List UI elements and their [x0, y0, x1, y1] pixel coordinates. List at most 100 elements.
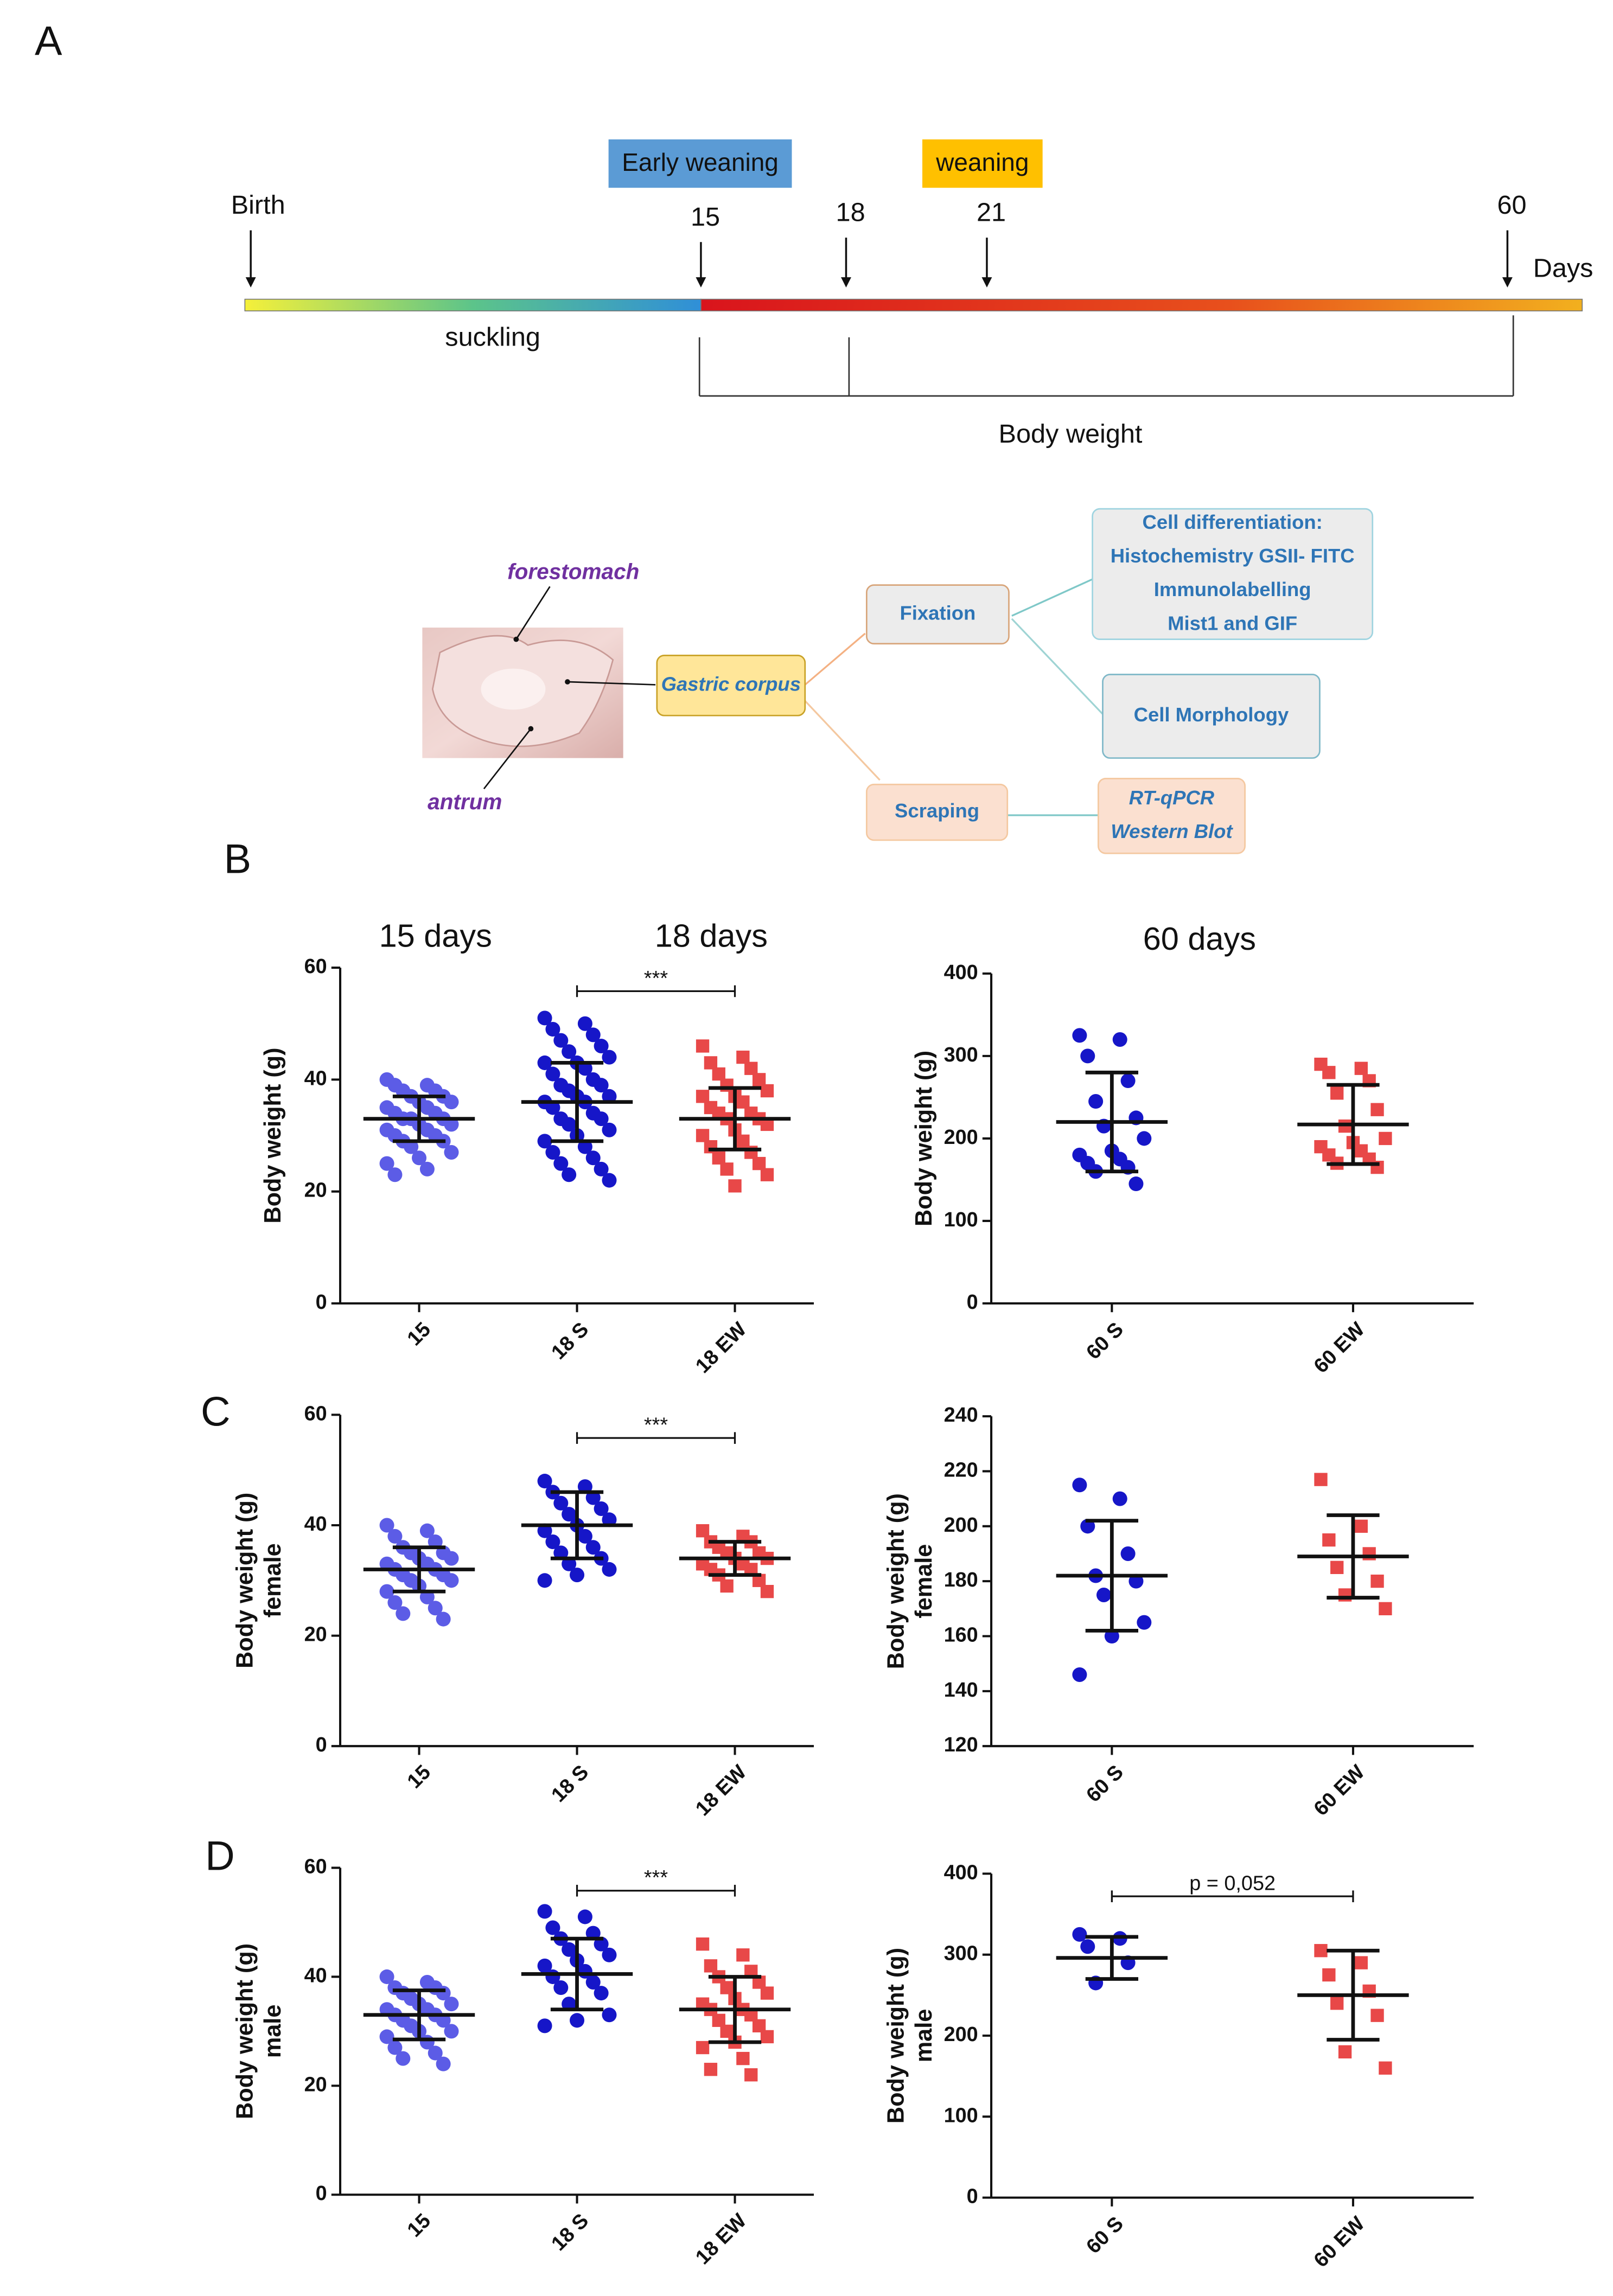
data-point [537, 1055, 552, 1070]
data-point [1112, 1491, 1127, 1506]
data-point [1379, 2061, 1392, 2075]
y-tick-label: 0 [316, 1291, 327, 1314]
y-tick-label: 0 [316, 1734, 327, 1756]
timeline-phase: suckling [445, 322, 540, 351]
data-point [404, 1139, 419, 1154]
y-tick-label: 240 [944, 1404, 978, 1427]
x-tick-label: 15 [403, 1761, 435, 1793]
data-point [1322, 1968, 1336, 1982]
x-tick-label: 60 S [1082, 2212, 1128, 2259]
x-tick-label: 15 [403, 2209, 435, 2241]
data-point [444, 1551, 459, 1566]
data-point [396, 2051, 411, 2066]
timeline-event: 18 [836, 198, 865, 227]
data-point [752, 1156, 766, 1171]
diagram-node-label: Fixation [900, 602, 976, 624]
timeline-event: 60 [1497, 190, 1526, 220]
y-tick-label: 0 [316, 2182, 327, 2205]
diagram-node [1092, 508, 1374, 641]
data-point [436, 1611, 451, 1627]
data-point [1072, 1667, 1087, 1682]
data-point [736, 2051, 750, 2065]
diagram-node [1097, 778, 1246, 854]
diagram-node [1102, 674, 1321, 759]
significance-label: p = 0,052 [1189, 1872, 1276, 1895]
data-point [1338, 2045, 1352, 2059]
data-point [1072, 1478, 1087, 1493]
data-point [585, 1540, 601, 1555]
data-point [1370, 2009, 1384, 2022]
data-point [704, 1056, 718, 1070]
data-point [712, 1151, 725, 1165]
timeline-arrow-head [841, 277, 851, 287]
y-tick-label: 20 [304, 2073, 327, 2096]
data-point [436, 2056, 451, 2071]
y-tick-label: 120 [944, 1734, 978, 1756]
y-tick-label: 100 [944, 1208, 978, 1231]
data-point [1096, 1587, 1111, 1603]
y-tick-label: 100 [944, 2104, 978, 2127]
connector [1011, 578, 1093, 617]
data-point [553, 1156, 569, 1171]
x-tick-label: 60 EW [1310, 2212, 1369, 2272]
y-tick-label: 300 [944, 1044, 978, 1066]
diagram-node-label: Scraping [895, 800, 979, 822]
y-axis-label: female [260, 1543, 286, 1617]
stomach-photo [422, 628, 623, 758]
y-tick-label: 0 [967, 1291, 978, 1314]
data-point [444, 2024, 459, 2039]
data-point [696, 2041, 710, 2055]
data-point [387, 2040, 403, 2055]
stomach-highlight [481, 668, 546, 710]
data-point [545, 1534, 560, 1550]
data-point [562, 1507, 577, 1522]
weaning-bar [700, 298, 1583, 312]
y-tick-label: 20 [304, 1179, 327, 1202]
timeline-event: 15 [691, 202, 720, 232]
x-tick-label: 18 EW [691, 1761, 751, 1820]
data-point [736, 1134, 750, 1148]
y-tick-label: 200 [944, 1126, 978, 1149]
data-point [760, 1986, 774, 2000]
data-point [545, 1144, 560, 1160]
data-point [562, 1556, 577, 1571]
data-point [585, 1974, 601, 1990]
chart-title: 18 days [655, 918, 768, 954]
chart-title: 15 days [379, 918, 492, 954]
data-point [1080, 1048, 1095, 1064]
diagram-node-label: RT-qPCR [1129, 786, 1215, 809]
y-axis-label: Body weight (g) [911, 1051, 937, 1226]
data-point [1362, 1547, 1376, 1560]
y-tick-label: 200 [944, 2023, 978, 2046]
timeline-event: Birth [231, 190, 285, 220]
data-point [728, 1179, 742, 1193]
data-point [428, 1601, 443, 1616]
data-point [1072, 1028, 1087, 1043]
data-point [760, 1168, 774, 1181]
data-point [1080, 1939, 1095, 1954]
data-point [760, 1585, 774, 1598]
x-tick-label: 15 [403, 1318, 435, 1350]
connector [1011, 618, 1104, 715]
data-point [545, 1066, 560, 1082]
connector [804, 632, 866, 686]
diagram-node-label: Histochemistry GSII- FITC [1111, 545, 1355, 567]
data-point [736, 1050, 750, 1064]
data-point [444, 1997, 459, 2012]
data-point [577, 1528, 592, 1544]
data-point [379, 1969, 394, 1984]
data-point [1088, 1094, 1104, 1109]
data-point [1120, 1073, 1136, 1089]
y-tick-label: 400 [944, 961, 978, 984]
data-point [537, 1523, 552, 1538]
timeline-unit: Days [1533, 253, 1593, 283]
timeline-arrow-head [981, 277, 992, 287]
data-point [752, 1073, 766, 1086]
data-point [696, 1090, 710, 1103]
data-point [602, 1512, 617, 1527]
data-point [577, 1016, 592, 1031]
data-point [553, 1033, 569, 1048]
y-axis-label: Body weight (g) [883, 1493, 909, 1669]
